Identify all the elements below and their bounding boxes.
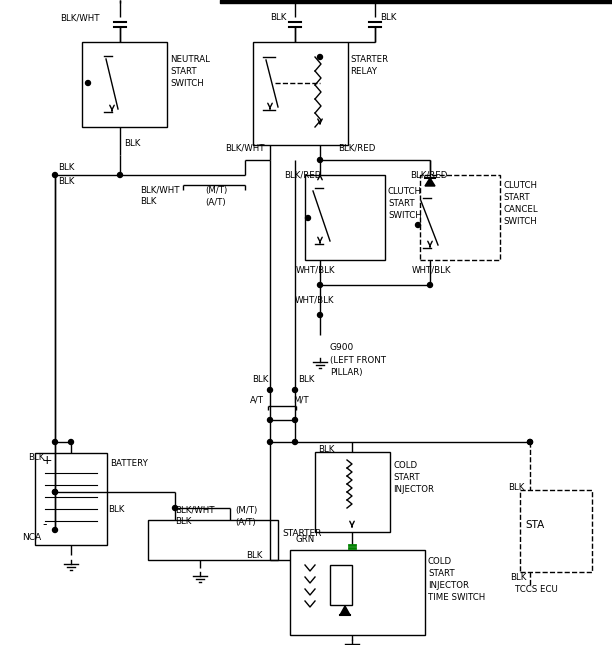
Text: -: - <box>42 518 47 531</box>
Text: BLK: BLK <box>58 177 75 186</box>
Bar <box>290 550 425 635</box>
Text: BLK/RED: BLK/RED <box>284 170 321 179</box>
Text: A/T: A/T <box>250 395 264 404</box>
Text: BLK: BLK <box>318 446 334 455</box>
Text: BLK: BLK <box>380 14 397 23</box>
Bar <box>82 42 167 127</box>
Circle shape <box>318 157 323 163</box>
Text: START: START <box>388 199 414 208</box>
Text: COLD: COLD <box>428 557 452 566</box>
Text: BLK: BLK <box>270 14 286 23</box>
Circle shape <box>267 439 272 444</box>
Circle shape <box>53 528 58 533</box>
Text: BLK: BLK <box>175 517 192 526</box>
Text: PILLAR): PILLAR) <box>330 368 362 377</box>
Text: SWITCH: SWITCH <box>503 217 537 226</box>
Text: BATTERY: BATTERY <box>110 459 148 468</box>
Circle shape <box>86 81 91 86</box>
Circle shape <box>293 439 297 444</box>
Bar <box>35 453 107 545</box>
Text: STARTER: STARTER <box>350 55 388 64</box>
Text: SWITCH: SWITCH <box>170 79 204 88</box>
Bar <box>520 490 592 572</box>
Text: RELAY: RELAY <box>350 68 377 77</box>
Text: CANCEL: CANCEL <box>503 204 537 213</box>
Text: BLK: BLK <box>246 550 263 559</box>
Circle shape <box>528 439 532 444</box>
Text: BLK/WHT: BLK/WHT <box>60 14 100 23</box>
Bar <box>315 452 390 532</box>
Text: BLK/RED: BLK/RED <box>410 170 447 179</box>
Text: (A/T): (A/T) <box>235 517 256 526</box>
Text: GRN: GRN <box>295 535 314 544</box>
Circle shape <box>69 439 73 444</box>
Circle shape <box>118 172 122 177</box>
Text: SWITCH: SWITCH <box>388 212 422 221</box>
Text: +: + <box>42 454 53 467</box>
Text: BLK: BLK <box>508 484 524 493</box>
Polygon shape <box>340 606 350 615</box>
Text: BLK: BLK <box>252 375 269 384</box>
Circle shape <box>293 388 297 393</box>
Circle shape <box>305 215 310 221</box>
Circle shape <box>428 283 433 288</box>
Text: TIME SWITCH: TIME SWITCH <box>428 593 485 602</box>
Text: START: START <box>503 192 529 201</box>
Text: NEUTRAL: NEUTRAL <box>170 55 210 64</box>
Circle shape <box>267 388 272 393</box>
Text: BLK/WHT: BLK/WHT <box>140 186 179 195</box>
Text: BLK: BLK <box>140 197 157 206</box>
Text: BLK: BLK <box>298 375 315 384</box>
Polygon shape <box>425 178 435 186</box>
Text: INJECTOR: INJECTOR <box>393 484 434 493</box>
Text: CLUTCH: CLUTCH <box>388 188 422 197</box>
Circle shape <box>293 417 297 422</box>
Text: BLK: BLK <box>58 163 75 172</box>
Text: START: START <box>393 473 420 482</box>
Text: STARTER: STARTER <box>282 528 321 537</box>
Text: START: START <box>170 68 196 77</box>
Bar <box>330 565 352 605</box>
Text: BLK: BLK <box>510 573 526 582</box>
Text: (M/T): (M/T) <box>235 506 257 515</box>
Text: CLUTCH: CLUTCH <box>503 181 537 190</box>
Circle shape <box>267 417 272 422</box>
Circle shape <box>318 283 323 288</box>
Text: BLK: BLK <box>28 453 45 462</box>
Text: WHT/BLK: WHT/BLK <box>412 266 452 275</box>
Circle shape <box>53 490 58 495</box>
Text: BLK/RED: BLK/RED <box>338 143 375 152</box>
Text: WHT/BLK: WHT/BLK <box>296 266 335 275</box>
Text: BLK: BLK <box>124 139 140 148</box>
Text: INJECTOR: INJECTOR <box>428 582 469 591</box>
Text: STA: STA <box>525 520 544 530</box>
Text: WHT/BLK: WHT/BLK <box>295 295 335 304</box>
Circle shape <box>53 490 58 495</box>
Text: (M/T): (M/T) <box>205 186 227 195</box>
Circle shape <box>53 439 58 444</box>
Text: G900: G900 <box>330 344 354 353</box>
Circle shape <box>528 439 532 444</box>
Circle shape <box>53 172 58 177</box>
Bar <box>305 175 385 260</box>
Bar <box>148 520 278 560</box>
Text: TCCS ECU: TCCS ECU <box>515 586 558 595</box>
Text: BLK/WHT: BLK/WHT <box>225 143 264 152</box>
Text: START: START <box>428 570 455 579</box>
Bar <box>253 42 348 145</box>
Text: M/T: M/T <box>293 395 308 404</box>
Text: NCA: NCA <box>22 533 41 542</box>
Text: COLD: COLD <box>393 461 417 470</box>
Circle shape <box>173 506 177 510</box>
Text: (A/T): (A/T) <box>205 197 226 206</box>
Circle shape <box>318 312 323 317</box>
Text: BLK/WHT: BLK/WHT <box>175 506 214 515</box>
Text: (LEFT FRONT: (LEFT FRONT <box>330 355 386 364</box>
Bar <box>420 175 500 260</box>
Text: BLK: BLK <box>108 506 124 515</box>
Circle shape <box>416 223 420 228</box>
Circle shape <box>318 54 323 59</box>
